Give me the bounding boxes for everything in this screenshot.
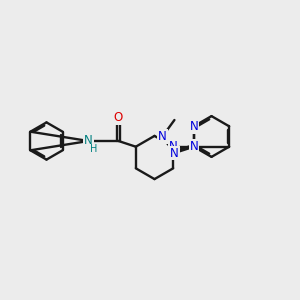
Text: N: N — [84, 134, 93, 148]
Text: N: N — [169, 140, 178, 153]
Text: N: N — [190, 140, 198, 153]
Text: N: N — [170, 146, 179, 160]
Text: H: H — [90, 144, 98, 154]
Text: N: N — [190, 140, 198, 153]
Text: O: O — [114, 111, 123, 124]
Text: N: N — [190, 120, 198, 133]
Text: N: N — [158, 130, 167, 143]
